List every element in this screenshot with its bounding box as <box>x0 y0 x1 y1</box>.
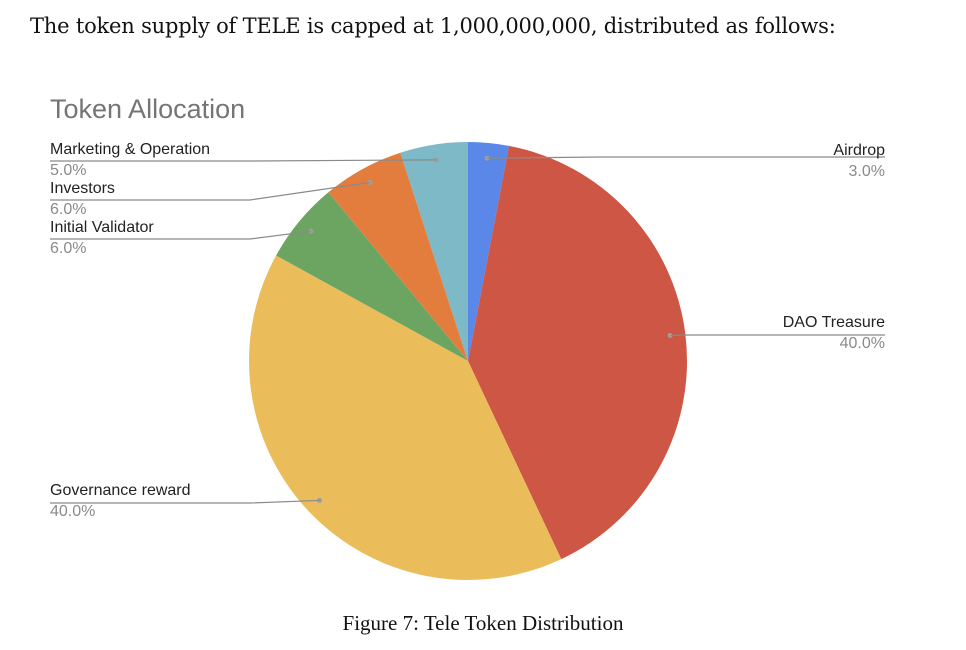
slice-label-value: 40.0% <box>50 503 95 520</box>
pie-slice-governance-reward <box>249 255 562 580</box>
slice-label-value: 3.0% <box>849 163 885 180</box>
pie-chart: Token Allocation Airdrop 3.0% DAO Treasure… <box>50 94 885 580</box>
slice-label-name: Governance reward <box>50 482 191 499</box>
slice-label-initial-validator: Initial Validator 6.0% <box>50 219 314 257</box>
leader-line <box>50 230 312 240</box>
slice-label-name: DAO Treasure <box>783 314 885 331</box>
slice-label-value: 40.0% <box>840 335 885 352</box>
pie-slice-dao-treasure <box>468 145 687 560</box>
leader-line <box>50 499 320 504</box>
leader-line <box>487 156 885 159</box>
slice-label-name: Airdrop <box>833 142 885 159</box>
slice-label-name: Marketing & Operation <box>50 141 210 158</box>
pie-slice-marketing-and-operation <box>400 142 468 361</box>
slice-label-value: 5.0% <box>50 162 86 179</box>
leader-line <box>50 181 370 201</box>
pie-slice-initial-validator <box>276 192 468 361</box>
slice-label-name: Investors <box>50 180 115 197</box>
pie-slice-investors <box>328 152 468 361</box>
slice-label-airdrop: Airdrop 3.0% <box>484 142 885 180</box>
slice-label-name: Initial Validator <box>50 219 154 236</box>
slice-label-value: 6.0% <box>50 240 86 257</box>
slice-label-investors: Investors 6.0% <box>50 180 373 218</box>
pie-slice-airdrop <box>468 142 510 361</box>
intro-text: The token supply of TELE is capped at 1,… <box>30 14 836 38</box>
figure-caption: Figure 7: Tele Token Distribution <box>342 611 624 635</box>
leader-line <box>50 159 437 162</box>
slice-label-value: 6.0% <box>50 201 86 218</box>
chart-title: Token Allocation <box>50 94 245 124</box>
slice-label-governance-reward: Governance reward 40.0% <box>50 482 323 520</box>
slice-label-dao-treasure: DAO Treasure 40.0% <box>667 314 885 352</box>
slice-label-marketing-and-operation: Marketing & Operation 5.0% <box>50 141 439 179</box>
